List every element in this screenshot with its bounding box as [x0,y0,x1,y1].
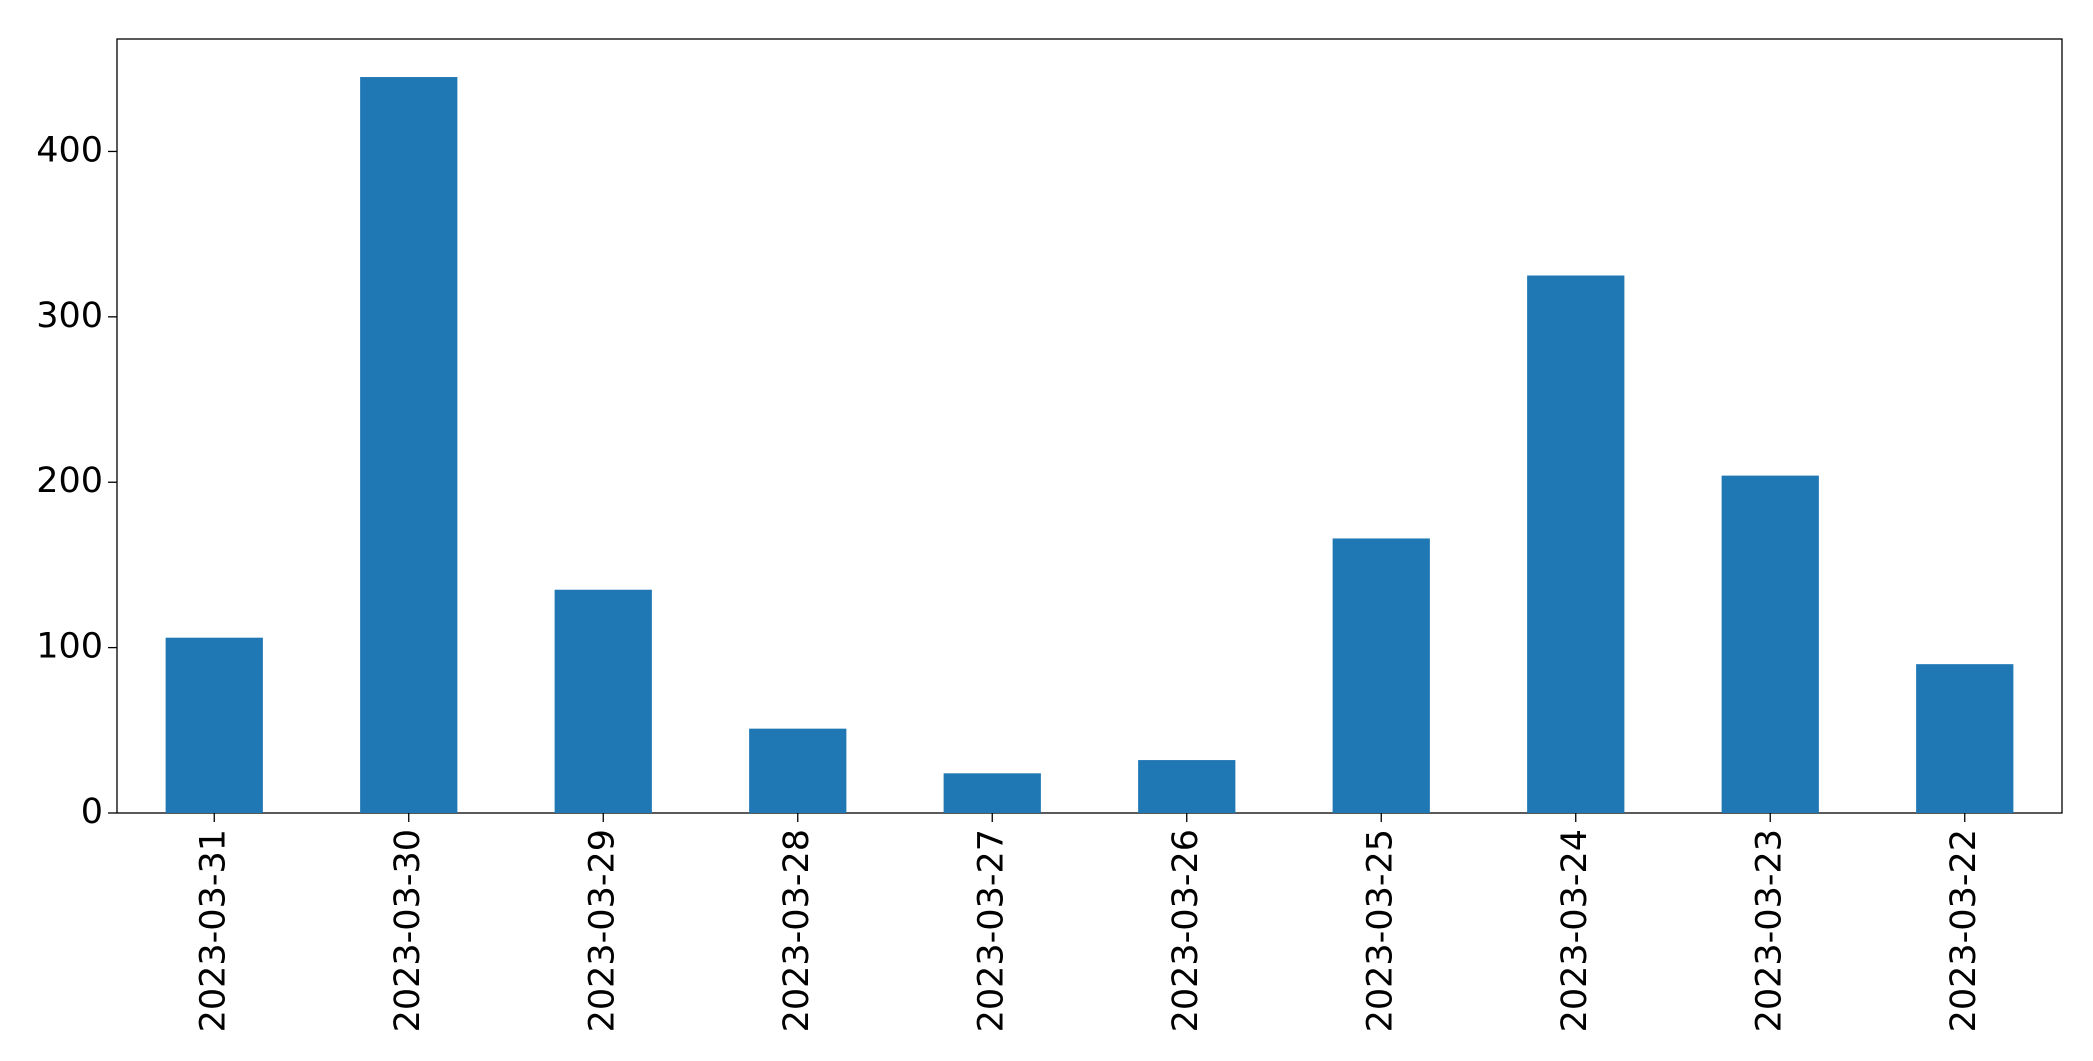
bar [749,728,847,813]
bar [554,589,652,813]
bar [1527,275,1625,813]
x-tick-label: 2023-03-28 [777,829,817,1032]
x-tick-label: 2023-03-31 [193,829,233,1032]
x-tick-label: 2023-03-22 [1944,829,1984,1032]
x-tick-label: 2023-03-24 [1555,829,1595,1032]
bar [165,637,263,813]
y-tick-label: 400 [36,130,103,170]
bar [1332,538,1430,813]
y-tick-label: 200 [36,461,103,501]
bar [1138,760,1236,813]
y-tick-label: 100 [36,627,103,667]
bar [1916,664,2014,813]
plot-frame [116,38,2063,814]
bar [1721,475,1819,813]
x-tick-label: 2023-03-23 [1749,829,1789,1032]
x-tick-label: 2023-03-29 [582,829,622,1032]
bar [943,773,1041,813]
y-tick-label: 0 [81,792,103,832]
x-tick-label: 2023-03-27 [971,829,1011,1032]
x-tick-label: 2023-03-26 [1166,829,1206,1032]
x-tick-label: 2023-03-30 [388,829,428,1032]
y-tick-label: 300 [36,296,103,336]
x-tick-label: 2023-03-25 [1360,829,1400,1032]
bar [360,77,458,814]
